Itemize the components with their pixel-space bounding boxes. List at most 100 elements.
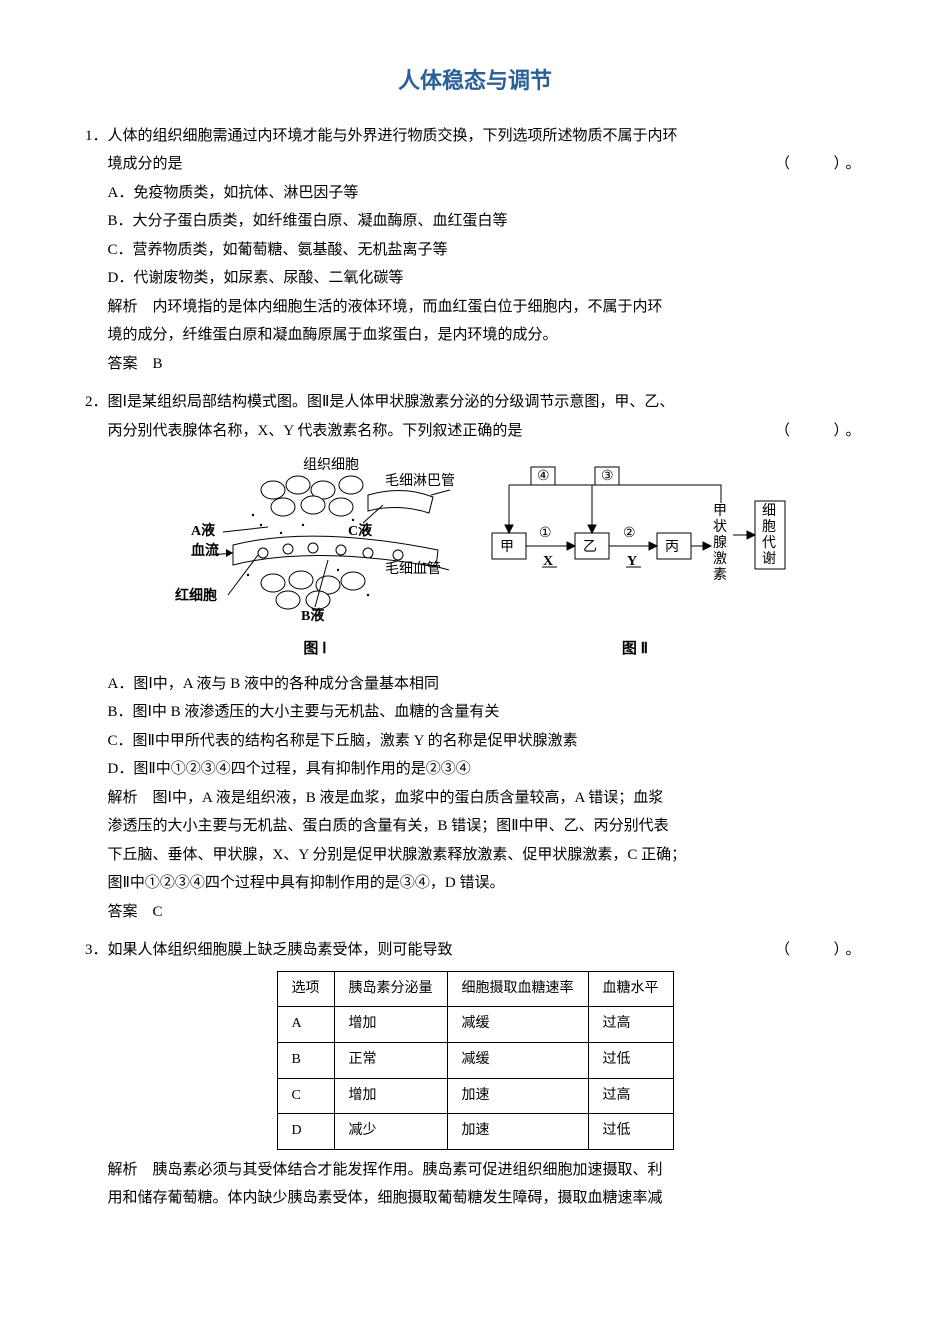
q3-r3c0: D — [277, 1114, 334, 1150]
q2-explanation-line4: 图Ⅱ中①②③④四个过程中具有抑制作用的是③④，D 错误。 — [85, 869, 865, 898]
q3-h3: 血糖水平 — [588, 971, 673, 1007]
fig2-hormone-5: 素 — [713, 567, 727, 583]
q3-explanation-line1: 解析 胰岛素必须与其受体结合才能发挥作用。胰岛素可促进组织细胞加速摄取、利 — [85, 1156, 865, 1185]
q3-table: 选项 胰岛素分泌量 细胞摄取血糖速率 血糖水平 A 增加 减缓 过高 B 正常 … — [277, 971, 674, 1150]
q3-explanation-line2: 用和储存葡萄糖。体内缺少胰岛素受体，细胞摄取葡萄糖发生障碍，摄取血糖速率减 — [85, 1184, 865, 1213]
fig1-caption: 图 Ⅰ — [155, 635, 475, 664]
q3-expl-text1: 胰岛素必须与其受体结合才能发挥作用。胰岛素可促进组织细胞加速摄取、利 — [153, 1162, 663, 1178]
q3-r3c1: 减少 — [334, 1114, 447, 1150]
q3-r0c2: 减缓 — [447, 1007, 588, 1043]
fig1-label-linba: 毛细淋巴管 — [385, 473, 455, 489]
q2-option-d: D．图Ⅱ中①②③④四个过程，具有抑制作用的是②③④ — [85, 755, 865, 784]
q1-stem-text2: 境成分的是 — [108, 156, 183, 172]
q1-option-a: A．免疫物质类，如抗体、淋巴因子等 — [85, 179, 865, 208]
fig2-bing: 丙 — [665, 540, 679, 555]
q2-option-c: C．图Ⅱ中甲所代表的结构名称是下丘脑，激素 Y 的名称是促甲状腺激素 — [85, 727, 865, 756]
q3-h2: 细胞摄取血糖速率 — [447, 971, 588, 1007]
q2-option-b: B．图Ⅰ中 B 液渗透压的大小主要与无机盐、血糖的含量有关 — [85, 698, 865, 727]
q1-explanation-line2: 境的成分，纤维蛋白原和凝血酶原属于血浆蛋白，是内环境的成分。 — [85, 321, 865, 350]
q3-number: 3． — [85, 942, 108, 958]
q2-answer: 答案 C — [85, 898, 865, 927]
q3-stem: 3．如果人体组织细胞膜上缺乏胰岛素受体，则可能导致 （ ）。 — [85, 936, 865, 965]
q1-stem-line1: 1．人体的组织细胞需通过内环境才能与外界进行物质交换，下列选项所述物质不属于内环 — [85, 122, 865, 151]
fig2-jia: 甲 — [500, 540, 514, 555]
figure-captions: 图 Ⅰ图 Ⅱ — [85, 635, 865, 664]
table-row: D 减少 加速 过低 — [277, 1114, 673, 1150]
q2-stem-line1: 2．图Ⅰ是某组织局部结构模式图。图Ⅱ是人体甲状腺激素分泌的分级调节示意图，甲、乙… — [85, 388, 865, 417]
q2-diagrams: 组织细胞 毛细淋巴管 C液 — [85, 455, 865, 664]
fig2-hormone-3: 腺 — [713, 535, 727, 551]
q2-explanation-line2: 渗透压的大小主要与无机盐、蛋白质的含量有关，B 错误；图Ⅱ中甲、乙、丙分别代表 — [85, 812, 865, 841]
q1-stem-line2: 境成分的是 （ ）。 — [85, 150, 865, 179]
q3-expl-label: 解析 — [108, 1162, 138, 1178]
figure-2-svg: 甲 乙 丙 ① X ② Y 甲 状 — [477, 455, 797, 635]
q3-r0c1: 增加 — [334, 1007, 447, 1043]
fig2-hormone-1: 甲 — [713, 504, 727, 519]
q1-ans-label: 答案 — [108, 356, 138, 372]
table-header-row: 选项 胰岛素分泌量 细胞摄取血糖速率 血糖水平 — [277, 971, 673, 1007]
fig2-hormone-2: 状 — [713, 519, 727, 535]
q1-explanation-line1: 解析 内环境指的是体内细胞生活的液体环境，而血红蛋白位于细胞内，不属于内环 — [85, 293, 865, 322]
q2-stem-text1: 图Ⅰ是某组织局部结构模式图。图Ⅱ是人体甲状腺激素分泌的分级调节示意图，甲、乙、 — [108, 394, 675, 410]
q2-option-a: A．图Ⅰ中，A 液与 B 液中的各种成分含量基本相同 — [85, 670, 865, 699]
table-row: C 增加 加速 过高 — [277, 1078, 673, 1114]
q3-r3c3: 过低 — [588, 1114, 673, 1150]
table-row: B 正常 减缓 过低 — [277, 1042, 673, 1078]
q1-blank-paren: （ ）。 — [775, 150, 865, 179]
fig2-n3: ③ — [601, 469, 614, 484]
q2-explanation-line1: 解析 图Ⅰ中，A 液是组织液，B 液是血浆，血浆中的蛋白质含量较高，A 错误；血… — [85, 784, 865, 813]
fig2-xb-2: 胞 — [762, 519, 776, 535]
fig1-label-hxb: 红细胞 — [175, 587, 217, 604]
page-title: 人体稳态与调节 — [85, 60, 865, 102]
q3-r1c1: 正常 — [334, 1042, 447, 1078]
q1-option-d: D．代谢废物类，如尿素、尿酸、二氧化碳等 — [85, 264, 865, 293]
fig2-n4: ④ — [537, 469, 550, 484]
q3-r2c3: 过高 — [588, 1078, 673, 1114]
q2-ans-label: 答案 — [108, 904, 138, 920]
q1-answer: 答案 B — [85, 350, 865, 379]
fig2-n2: ② — [623, 526, 636, 541]
fig1-label-cye: C液 — [348, 522, 373, 539]
q1-ans-value: B — [153, 356, 163, 372]
q3-blank-paren: （ ）。 — [797, 936, 865, 965]
q2-ans-value: C — [153, 904, 163, 920]
q1-expl-text1: 内环境指的是体内细胞生活的液体环境，而血红蛋白位于细胞内，不属于内环 — [153, 299, 663, 315]
fig1-label-xueliu: 血流 — [191, 542, 219, 559]
q2-stem-text2: 丙分别代表腺体名称，X、Y 代表激素名称。下列叙述正确的是 — [108, 423, 523, 439]
table-row: A 增加 减缓 过高 — [277, 1007, 673, 1043]
fig2-xb-4: 谢 — [762, 551, 776, 567]
question-2: 2．图Ⅰ是某组织局部结构模式图。图Ⅱ是人体甲状腺激素分泌的分级调节示意图，甲、乙… — [85, 388, 865, 926]
fig2-yi: 乙 — [583, 539, 597, 555]
q1-option-c: C．营养物质类，如葡萄糖、氨基酸、无机盐离子等 — [85, 236, 865, 265]
q3-h0: 选项 — [277, 971, 334, 1007]
fig1-label-xueguan: 毛细血管 — [385, 561, 441, 577]
q3-stem-text: 如果人体组织细胞膜上缺乏胰岛素受体，则可能导致 — [108, 942, 453, 958]
q3-r1c3: 过低 — [588, 1042, 673, 1078]
q2-number: 2． — [85, 394, 108, 410]
fig1-label-zuzhi: 组织细胞 — [303, 457, 359, 473]
fig2-caption: 图 Ⅱ — [475, 635, 795, 664]
q3-h1: 胰岛素分泌量 — [334, 971, 447, 1007]
q1-expl-label: 解析 — [108, 299, 138, 315]
q3-r2c2: 加速 — [447, 1078, 588, 1114]
q2-expl-label: 解析 — [108, 790, 138, 806]
fig1-label-aye: A液 — [191, 522, 216, 539]
q3-r0c0: A — [277, 1007, 334, 1043]
q2-blank-paren: （ ）。 — [775, 417, 865, 446]
q3-r1c2: 减缓 — [447, 1042, 588, 1078]
q3-r3c2: 加速 — [447, 1114, 588, 1150]
q3-r1c0: B — [277, 1042, 334, 1078]
q3-r0c3: 过高 — [588, 1007, 673, 1043]
fig2-xb-3: 代 — [762, 535, 776, 551]
q3-r2c0: C — [277, 1078, 334, 1114]
q1-stem-text1: 人体的组织细胞需通过内环境才能与外界进行物质交换，下列选项所述物质不属于内环 — [108, 128, 678, 144]
fig2-hormone-4: 激 — [713, 550, 727, 567]
fig2-xb-1: 细 — [762, 503, 776, 519]
fig1-label-bye: B液 — [301, 607, 325, 624]
q1-option-b: B．大分子蛋白质类，如纤维蛋白原、凝血酶原、血红蛋白等 — [85, 207, 865, 236]
fig2-n1: ① — [539, 526, 552, 541]
q1-number: 1． — [85, 128, 108, 144]
q2-explanation-line3: 下丘脑、垂体、甲状腺，X、Y 分别是促甲状腺激素释放激素、促甲状腺激素，C 正确… — [85, 841, 865, 870]
question-1: 1．人体的组织细胞需通过内环境才能与外界进行物质交换，下列选项所述物质不属于内环… — [85, 122, 865, 379]
q2-stem-line2: 丙分别代表腺体名称，X、Y 代表激素名称。下列叙述正确的是 （ ）。 — [85, 417, 865, 446]
